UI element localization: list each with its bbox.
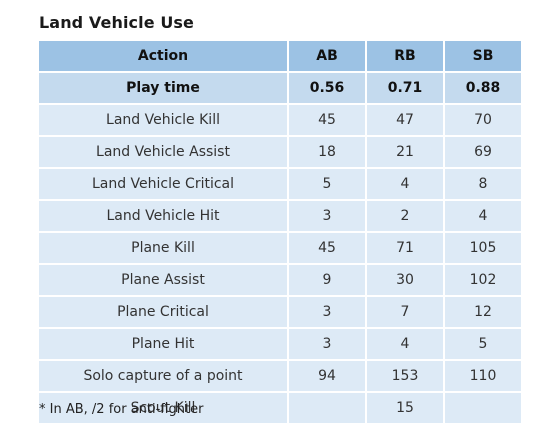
table-row: Plane Critical 3 7 12 xyxy=(37,295,523,329)
rb-cell: 7 xyxy=(365,295,445,329)
column-header-rb: RB xyxy=(365,39,445,73)
sb-cell: 70 xyxy=(443,103,523,137)
ab-cell: 94 xyxy=(287,359,367,393)
table-row: Plane Kill 45 71 105 xyxy=(37,231,523,265)
sb-cell: 5 xyxy=(443,327,523,361)
action-cell: Scout Kill xyxy=(37,391,289,425)
table-row: Scout Kill 15 xyxy=(37,391,523,425)
table-row: Land Vehicle Hit 3 2 4 xyxy=(37,199,523,233)
action-cell: Plane Kill xyxy=(37,231,289,265)
rb-cell: 15 xyxy=(365,391,445,425)
ab-cell: 0.56 xyxy=(287,71,367,105)
sb-cell: 0.88 xyxy=(443,71,523,105)
ab-cell: 3 xyxy=(287,327,367,361)
column-header-ab: AB xyxy=(287,39,367,73)
column-header-sb: SB xyxy=(443,39,523,73)
table-row: Land Vehicle Critical 5 4 8 xyxy=(37,167,523,201)
ab-cell: 45 xyxy=(287,103,367,137)
action-cell: Land Vehicle Assist xyxy=(37,135,289,169)
table-row: Plane Assist 9 30 102 xyxy=(37,263,523,297)
ab-cell: 45 xyxy=(287,231,367,265)
column-header-action: Action xyxy=(37,39,289,73)
sb-cell: 8 xyxy=(443,167,523,201)
sb-cell: 69 xyxy=(443,135,523,169)
rb-cell: 0.71 xyxy=(365,71,445,105)
table-row: Plane Hit 3 4 5 xyxy=(37,327,523,361)
ab-cell: 3 xyxy=(287,199,367,233)
rb-cell: 21 xyxy=(365,135,445,169)
action-cell: Plane Hit xyxy=(37,327,289,361)
table-row: Play time 0.56 0.71 0.88 xyxy=(37,71,523,105)
sb-cell: 12 xyxy=(443,295,523,329)
sb-cell: 110 xyxy=(443,359,523,393)
sb-cell xyxy=(443,391,523,425)
ab-cell: 9 xyxy=(287,263,367,297)
ab-cell: 3 xyxy=(287,295,367,329)
sb-cell: 4 xyxy=(443,199,523,233)
table-header-row: Action AB RB SB xyxy=(37,39,523,73)
rb-cell: 2 xyxy=(365,199,445,233)
footnote: * In AB, /2 for anti-fighter xyxy=(39,402,204,417)
action-cell: Land Vehicle Critical xyxy=(37,167,289,201)
action-cell: Plane Critical xyxy=(37,295,289,329)
sb-cell: 102 xyxy=(443,263,523,297)
rb-cell: 47 xyxy=(365,103,445,137)
table-title: Land Vehicle Use xyxy=(39,13,194,32)
action-cell: Land Vehicle Hit xyxy=(37,199,289,233)
ab-cell: 5 xyxy=(287,167,367,201)
action-cell: Solo capture of a point xyxy=(37,359,289,393)
action-cell: Plane Assist xyxy=(37,263,289,297)
action-cell: Play time xyxy=(37,71,289,105)
table-row: Solo capture of a point 94 153 110 xyxy=(37,359,523,393)
rb-cell: 71 xyxy=(365,231,445,265)
table-row: Land Vehicle Assist 18 21 69 xyxy=(37,135,523,169)
table-row: Land Vehicle Kill 45 47 70 xyxy=(37,103,523,137)
ab-cell xyxy=(287,391,367,425)
rb-cell: 153 xyxy=(365,359,445,393)
rb-cell: 30 xyxy=(365,263,445,297)
sb-cell: 105 xyxy=(443,231,523,265)
table-body: Play time 0.56 0.71 0.88 Land Vehicle Kill 45… xyxy=(37,71,523,425)
ab-cell: 18 xyxy=(287,135,367,169)
land-vehicle-use-table: Action AB RB SB Play time 0.56 0.71 0.88 Lan… xyxy=(37,39,523,425)
rb-cell: 4 xyxy=(365,327,445,361)
action-cell: Land Vehicle Kill xyxy=(37,103,289,137)
rb-cell: 4 xyxy=(365,167,445,201)
